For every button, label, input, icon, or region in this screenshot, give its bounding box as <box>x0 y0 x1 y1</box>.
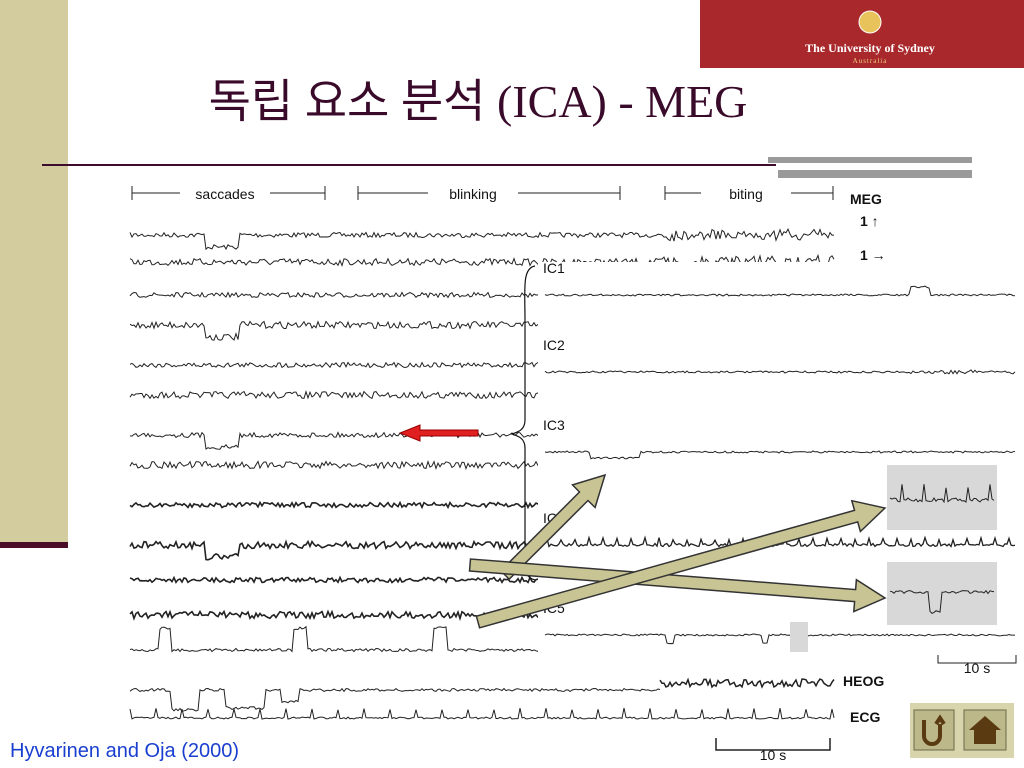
slide-title: 독립 요소 분석 (ICA) - MEG <box>209 76 748 127</box>
segment-bracket <box>131 186 326 200</box>
signal-trace <box>544 369 1016 375</box>
segment-label: biting <box>729 186 762 202</box>
citation: Hyvarinen and Oja (2000) <box>10 740 239 762</box>
inset <box>887 465 997 530</box>
segment-bracket <box>357 186 621 200</box>
signal-trace <box>659 677 835 689</box>
back-icon <box>922 714 946 746</box>
pointer-arrow <box>475 499 887 629</box>
logo-box <box>700 0 1024 68</box>
scale-label: 10 s <box>964 660 990 676</box>
channel-label: HEOG <box>843 673 884 689</box>
ic-label: IC3 <box>543 417 565 433</box>
pointer-arrow <box>499 473 607 581</box>
signal-trace <box>544 285 1016 297</box>
scale-bar <box>715 738 831 751</box>
logo-crest <box>858 10 882 34</box>
signal-trace <box>544 633 1015 645</box>
scale-bar <box>937 655 1017 664</box>
logo-name: The University of Sydney <box>805 41 935 55</box>
inset-mark <box>790 622 808 652</box>
signal-trace <box>889 589 995 615</box>
side-bar <box>0 0 68 542</box>
segment-label: blinking <box>449 186 496 202</box>
side-bar-line <box>0 542 68 548</box>
segment-bracket <box>664 186 834 200</box>
meg-label: MEG <box>850 191 882 207</box>
signal-trace <box>889 484 995 504</box>
rule-block <box>778 170 972 178</box>
red-arrow <box>398 424 479 442</box>
signal-trace <box>129 625 541 653</box>
home-icon <box>969 716 1001 744</box>
title-rule <box>42 164 776 166</box>
pointer-arrow <box>468 558 887 613</box>
signal-trace <box>129 253 835 270</box>
channel-label: 1 → <box>860 247 886 263</box>
channel-label: 1 ↑ <box>860 213 879 229</box>
meg-figure: saccades blinking biting MEG 1 ↑ 1 → HEOG ECG 10… <box>129 186 1022 763</box>
ic-label: IC1 <box>543 260 565 276</box>
brace <box>510 265 536 581</box>
segment-label: saccades <box>195 186 254 202</box>
rule-block <box>768 157 972 163</box>
signal-trace <box>129 707 835 720</box>
scale-label: 10 s <box>760 747 786 763</box>
signal-trace <box>129 227 834 251</box>
ic-label: IC2 <box>543 337 565 353</box>
signal-trace <box>129 687 661 712</box>
logo-country: Australia <box>853 57 888 65</box>
signal-trace <box>544 450 1016 460</box>
channel-label: ECG <box>850 709 880 725</box>
